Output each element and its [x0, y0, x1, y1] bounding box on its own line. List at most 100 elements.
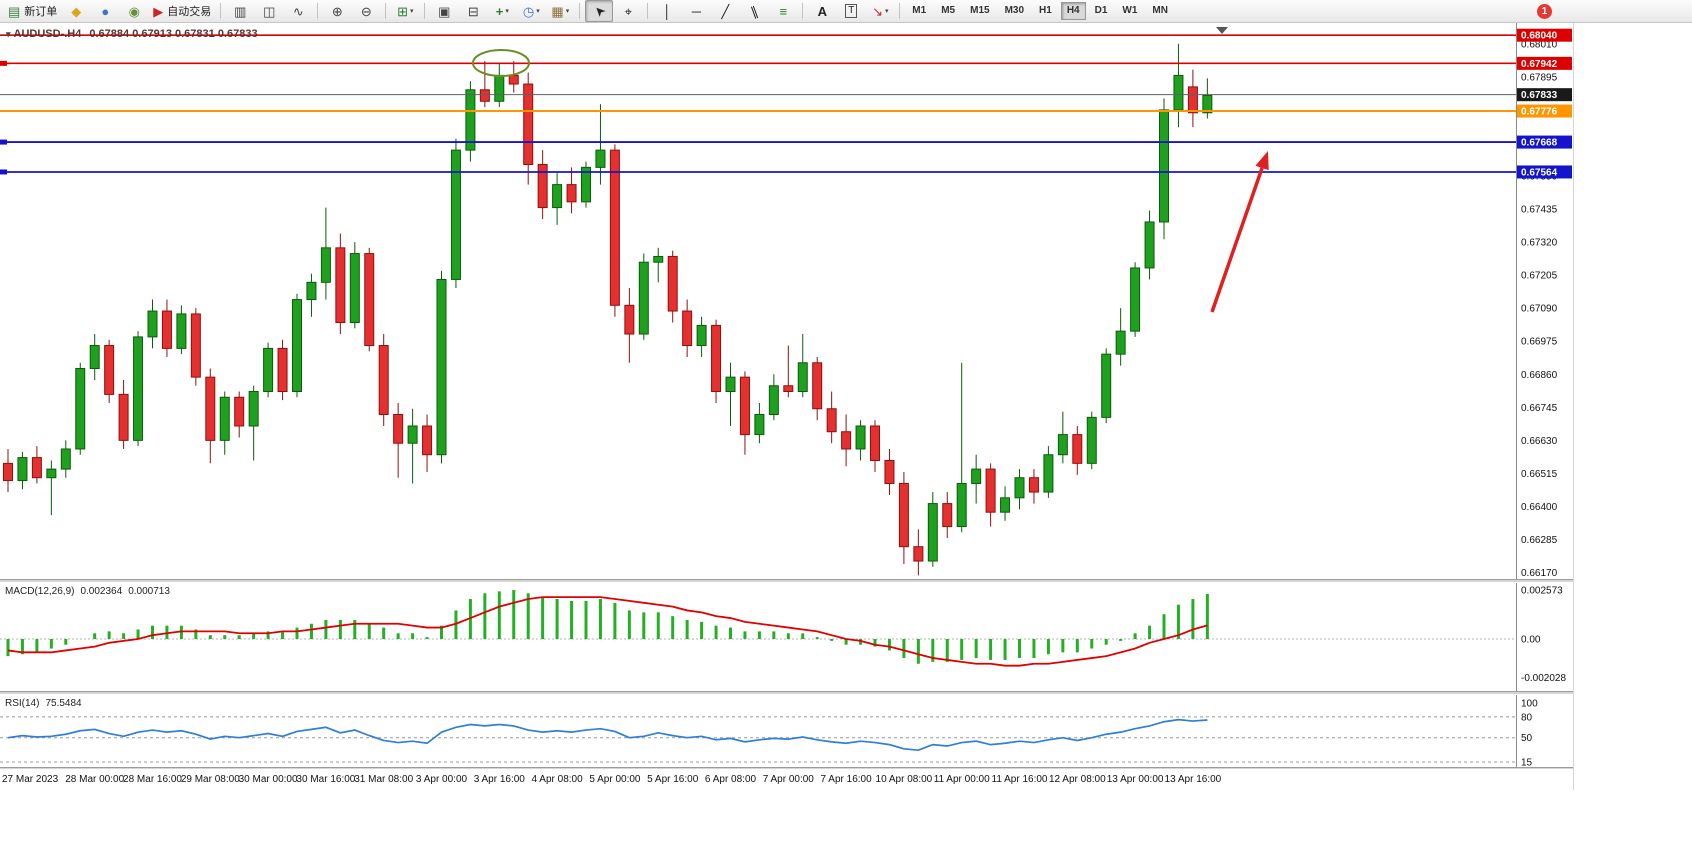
time-label: 13 Apr 00:00 — [1106, 774, 1164, 785]
price-tag-0.67668: 0.67668 — [1517, 135, 1572, 149]
horizontal-line-icon[interactable]: ─ — [682, 0, 710, 22]
symbol-dropdown-icon[interactable]: ▾ — [6, 29, 11, 39]
rsi-pane[interactable]: 100 80 50 15 RSI(14) 75.5484 — [0, 695, 1573, 767]
timeframe-d1[interactable]: D1 — [1094, 5, 1108, 16]
new-order-button[interactable]: ▤ 新订单 — [4, 0, 61, 22]
time-label: 7 Apr 16:00 — [820, 774, 872, 785]
dropdown-caret-icon: ▾ — [505, 8, 509, 15]
price-tick-label: 0.66285 — [1521, 535, 1558, 546]
ellipse-annotation[interactable] — [472, 49, 530, 77]
time-axis[interactable]: 27 Mar 2023 28 Mar 00:00 28 Mar 16:00 29 Ma… — [0, 770, 1573, 790]
price-tick-label: 0.67435 — [1521, 205, 1558, 216]
templates-icon: ▦ — [551, 3, 564, 19]
cascade-windows-icon[interactable]: ▣ — [430, 0, 458, 22]
fibonacci-icon[interactable]: ≡ — [769, 0, 797, 22]
fibonacci-icon: ≡ — [779, 3, 788, 19]
macd-name: MACD(12,26,9) — [5, 586, 75, 597]
candlestick-chart-icon[interactable]: ◫ — [255, 0, 283, 22]
timeframe-m30[interactable]: M30 — [1004, 5, 1025, 16]
zoom-in-icon: ⊕ — [331, 3, 343, 19]
timeframe-h1[interactable]: H1 — [1039, 5, 1052, 16]
timeframe-m15[interactable]: M15 — [970, 5, 990, 16]
line-chart-icon[interactable]: ∿ — [284, 0, 312, 22]
price-tag-0.68040: 0.68040 — [1517, 28, 1572, 42]
timeframe-m1[interactable]: M1 — [912, 5, 927, 16]
timeframe-w1[interactable]: W1 — [1122, 5, 1138, 16]
rsi-axis-label: 100 — [1521, 699, 1538, 710]
price-tick-label: 0.67895 — [1521, 72, 1558, 83]
time-label: 31 Mar 08:00 — [354, 774, 414, 785]
ohlc-values: 0.67884 0.67913 0.67831 0.67833 — [89, 28, 258, 40]
line-chart-icon: ∿ — [292, 3, 304, 19]
pane-divider[interactable] — [0, 691, 1573, 695]
svg-text:0.67564: 0.67564 — [1521, 167, 1558, 178]
candlestick-series[interactable] — [3, 43, 1213, 576]
zoom-out-icon: ⊖ — [360, 3, 372, 19]
rsi-axis-label: 80 — [1521, 712, 1533, 723]
trendline-icon[interactable]: ╱ — [711, 0, 739, 22]
price-tick-label: 0.66860 — [1521, 370, 1558, 381]
pane-divider[interactable] — [0, 579, 1573, 583]
timeframe-m5[interactable]: M5 — [941, 5, 956, 16]
text-label-icon[interactable]: T — [837, 0, 865, 22]
tile-horizontal-icon: ⊟ — [467, 3, 479, 19]
crosshair-icon[interactable]: ⌖ — [614, 0, 642, 22]
community-icon: ● — [101, 3, 110, 19]
dropdown-caret-icon: ▾ — [565, 8, 570, 15]
time-label: 4 Apr 08:00 — [531, 774, 583, 785]
chart-title: ▾ AUDUSD-.H4 0.67884 0.67913 0.67831 0.678… — [6, 28, 258, 40]
toolbar-separator — [802, 3, 804, 19]
notifications-badge[interactable]: 1 — [1537, 4, 1552, 19]
cascade-windows-icon: ▣ — [438, 3, 451, 19]
equidistant-channel-icon[interactable]: ∥ — [740, 0, 768, 22]
bar-chart-icon[interactable]: ▥ — [226, 0, 254, 22]
dropdown-caret-icon: ▾ — [536, 8, 540, 15]
zoom-out-icon[interactable]: ⊖ — [352, 0, 380, 22]
rsi-label: RSI(14) 75.5484 — [5, 698, 88, 709]
new-order-icon: ▤ — [8, 3, 21, 19]
tile-windows-icon: ⊞ — [397, 3, 408, 19]
periods-icon[interactable]: ◷ ▾ — [517, 0, 545, 22]
time-label: 11 Apr 00:00 — [933, 774, 990, 785]
time-label: 6 Apr 08:00 — [704, 774, 757, 785]
indicators-icon[interactable]: + ▾ — [488, 0, 516, 22]
price-tick-label: 0.66400 — [1521, 502, 1558, 513]
text-label-icon: T — [845, 4, 858, 18]
macd-svg[interactable]: 0.002573 0.00 -0.002028 — [0, 583, 1573, 691]
svg-text:0.67776: 0.67776 — [1521, 107, 1558, 118]
rsi-axis-label: 15 — [1521, 757, 1533, 767]
autotrading-button[interactable]: ▶ 自动交易 — [149, 0, 215, 22]
text-icon[interactable]: A — [808, 0, 836, 22]
rsi-svg[interactable]: 100 80 50 15 — [0, 695, 1573, 767]
shift-marker-icon[interactable] — [1216, 27, 1228, 34]
timeframe-h4[interactable]: H4 — [1060, 2, 1086, 20]
community-icon[interactable]: ● — [91, 0, 119, 22]
main-chart-svg[interactable]: 0.680100.678950.677800.676650.675500.674… — [0, 23, 1573, 579]
time-label: 3 Apr 16:00 — [473, 774, 525, 785]
main-chart-pane[interactable]: 0.680100.678950.677800.676650.675500.674… — [0, 23, 1573, 579]
hline-0.67668[interactable] — [0, 139, 1516, 145]
tile-windows-icon[interactable]: ⊞ ▾ — [391, 0, 419, 22]
toolbar-separator — [579, 3, 581, 19]
macd-pane[interactable]: 0.002573 0.00 -0.002028 MACD(12,26,9) 0.002… — [0, 583, 1573, 691]
time-label: 27 Mar 2023 — [2, 774, 59, 785]
timeframe-mn[interactable]: MN — [1152, 5, 1168, 16]
zoom-in-icon[interactable]: ⊕ — [323, 0, 351, 22]
cursor-icon[interactable]: ➤ — [585, 0, 614, 22]
toolbar-separator — [424, 3, 426, 19]
svg-text:0.67833: 0.67833 — [1521, 90, 1558, 101]
arrow-annotation[interactable] — [1210, 151, 1269, 313]
macd-signal-line — [7, 596, 1208, 667]
time-label: 5 Apr 00:00 — [589, 774, 641, 785]
vertical-line-icon[interactable]: │ — [653, 0, 681, 22]
mql5-icon[interactable]: ◉ — [120, 0, 148, 22]
metaeditor-icon[interactable]: ◆ — [62, 0, 90, 22]
hline-0.67564[interactable] — [0, 169, 1516, 175]
macd-axis-label: 0.002573 — [1521, 585, 1563, 596]
hline-0.67942[interactable] — [0, 60, 1516, 66]
toolbar-separator — [899, 3, 901, 19]
symbol-label: AUDUSD-.H4 — [13, 28, 82, 40]
arrows-icon[interactable]: ↘ ▾ — [866, 0, 894, 22]
tile-horizontal-icon[interactable]: ⊟ — [459, 0, 487, 22]
templates-icon[interactable]: ▦ ▾ — [546, 0, 574, 22]
